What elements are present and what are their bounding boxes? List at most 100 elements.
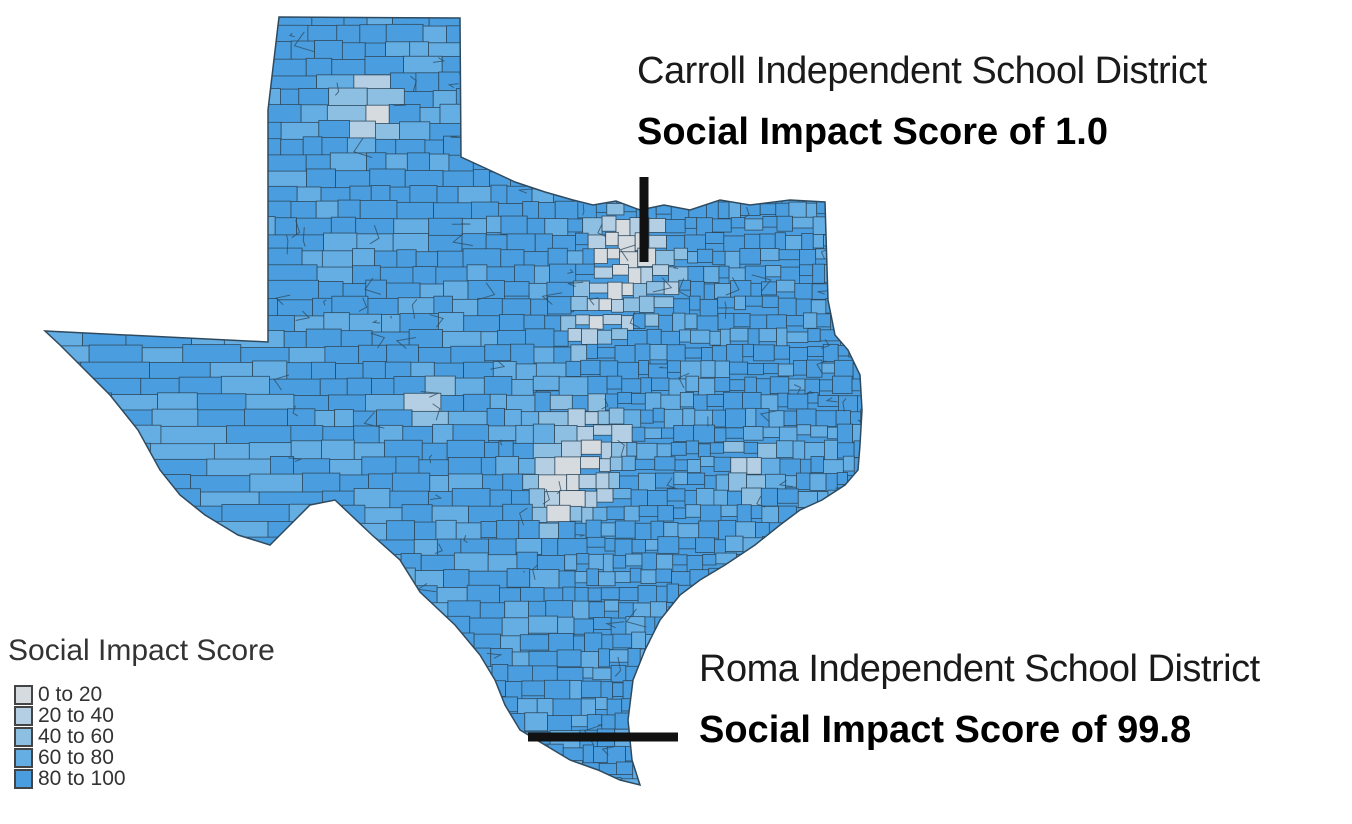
district-region <box>191 187 259 240</box>
district-region <box>593 424 613 436</box>
district-region <box>272 712 300 743</box>
district-region <box>603 137 626 150</box>
district-region <box>744 218 764 231</box>
district-region <box>810 456 824 473</box>
district-region <box>274 217 297 237</box>
district-region <box>836 234 856 251</box>
district-region <box>660 152 674 175</box>
district-region <box>578 474 597 489</box>
district-region <box>723 391 743 412</box>
district-region <box>353 538 378 563</box>
district-region <box>608 472 620 489</box>
district-boundary <box>292 405 299 417</box>
district-region <box>745 295 763 307</box>
district-region <box>544 792 572 818</box>
district-region <box>641 552 657 571</box>
district-region <box>710 776 725 785</box>
district-region <box>170 679 195 720</box>
district-region <box>585 795 600 806</box>
district-region <box>120 138 174 185</box>
district-boundary <box>411 298 418 319</box>
district-region <box>485 27 503 54</box>
district-region <box>564 169 577 182</box>
district-region <box>749 599 770 613</box>
district-region <box>45 411 99 451</box>
district-region <box>385 587 413 616</box>
district-region <box>313 568 337 607</box>
district-region <box>335 568 374 602</box>
district-region <box>470 136 496 167</box>
district-region <box>857 395 862 416</box>
district-region <box>689 618 711 633</box>
district-region <box>670 442 687 456</box>
district-region <box>760 248 780 262</box>
district-region <box>762 216 778 228</box>
district-region <box>370 746 398 769</box>
district-region <box>651 745 672 758</box>
district-region <box>202 233 268 280</box>
district-region <box>838 631 859 646</box>
district-region <box>139 267 194 331</box>
district-region <box>621 104 636 121</box>
district-region <box>45 215 103 273</box>
district-region <box>600 587 620 601</box>
district-region <box>45 89 94 143</box>
district-region <box>173 777 193 785</box>
district-region <box>572 600 590 620</box>
district-region <box>742 537 763 553</box>
district-region <box>785 778 803 785</box>
district-region <box>138 90 202 158</box>
district-boundary <box>678 372 690 389</box>
district-region <box>712 218 732 233</box>
district-region <box>680 170 698 186</box>
district-region <box>684 490 697 507</box>
legend-item: 80 to 100 <box>14 766 126 790</box>
district-region <box>567 218 584 233</box>
district-region <box>349 665 389 691</box>
district-region <box>582 666 594 679</box>
district-region <box>593 248 608 264</box>
district-region <box>352 777 383 785</box>
district-region <box>45 440 86 506</box>
district-region <box>697 248 714 263</box>
district-region <box>786 600 799 613</box>
district-region <box>547 296 572 315</box>
district-region <box>803 312 818 329</box>
district-region <box>137 506 187 547</box>
district-region <box>657 536 680 554</box>
district-region <box>617 391 632 404</box>
district-region <box>278 744 317 773</box>
district-region <box>142 793 171 815</box>
district-region <box>700 456 715 467</box>
carroll-district-name: Carroll Independent School District <box>637 50 1207 92</box>
district-region <box>638 505 659 518</box>
district-region <box>582 88 597 101</box>
district-boundary <box>740 564 762 572</box>
district-region <box>586 55 601 73</box>
district-region <box>462 43 502 79</box>
district-region <box>220 777 253 785</box>
district-region <box>743 25 758 40</box>
district-region <box>672 554 688 566</box>
district-region <box>746 457 762 475</box>
district-region <box>774 587 795 602</box>
district-region <box>834 17 855 25</box>
district-region <box>747 363 764 376</box>
district-region <box>606 247 620 260</box>
district-region <box>614 520 636 539</box>
district-region <box>765 473 786 491</box>
district-boundary <box>291 219 301 239</box>
district-region <box>756 25 774 44</box>
district-boundary <box>428 454 433 464</box>
district-region <box>700 360 716 378</box>
district-region <box>847 475 861 488</box>
district-boundary <box>597 224 607 238</box>
district-region <box>650 712 667 731</box>
district-region <box>677 679 693 700</box>
district-region <box>362 361 386 381</box>
legend-label: 80 to 100 <box>38 766 126 790</box>
district-region <box>700 154 713 175</box>
district-region <box>447 665 474 687</box>
district-region <box>301 619 338 658</box>
district-region <box>601 215 617 232</box>
